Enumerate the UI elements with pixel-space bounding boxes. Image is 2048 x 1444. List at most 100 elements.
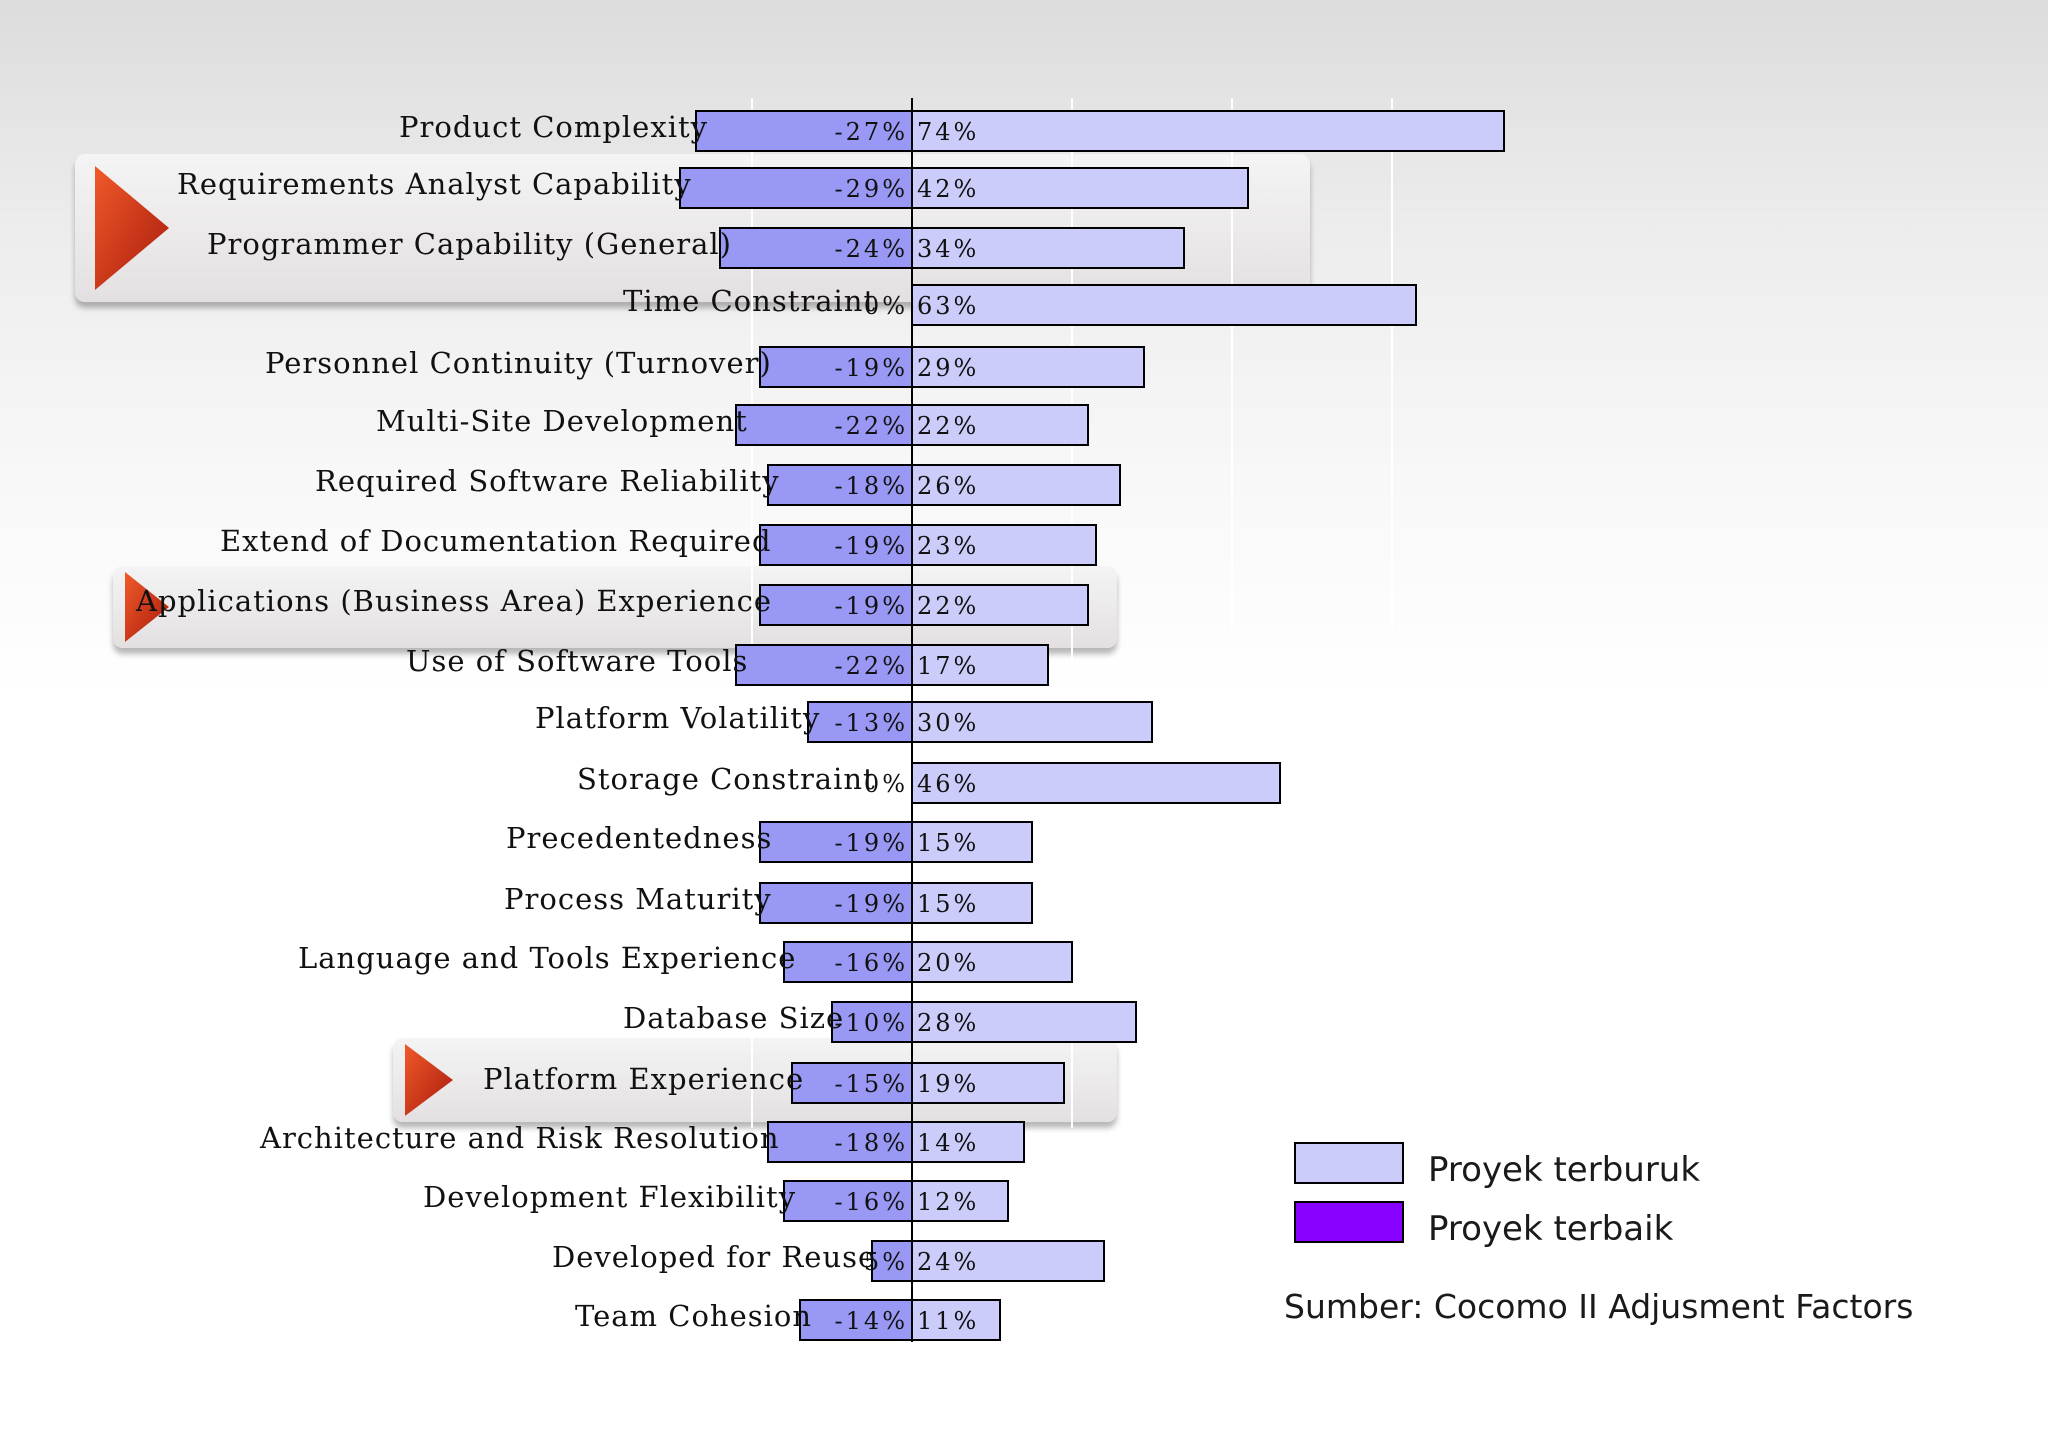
data-label-worst: 15%	[917, 829, 979, 857]
legend-swatch-best	[1294, 1201, 1404, 1243]
data-label-best: -10%	[835, 1009, 908, 1037]
category-label: Programmer Capability (General)	[207, 227, 732, 261]
data-label-best: -19%	[835, 890, 908, 918]
data-label-best: -19%	[835, 829, 908, 857]
category-label: Requirements Analyst Capability	[177, 167, 692, 201]
data-label-worst: 11%	[917, 1307, 979, 1335]
data-label-best: 5%	[864, 1248, 908, 1276]
bar-best	[759, 821, 913, 863]
legend-label-worst: Proyek terburuk	[1428, 1150, 1701, 1190]
bar-best	[679, 167, 913, 209]
data-label-worst: 34%	[917, 235, 979, 263]
data-label-best: -22%	[835, 412, 908, 440]
category-label: Database Size	[623, 1001, 845, 1035]
bar-best	[871, 1240, 913, 1282]
data-label-best: -18%	[835, 1129, 908, 1157]
category-label: Process Maturity	[504, 882, 772, 916]
category-label: Use of Software Tools	[406, 644, 749, 678]
legend-label-best: Proyek terbaik	[1428, 1209, 1674, 1249]
data-label-worst: 20%	[917, 949, 979, 977]
data-label-worst: 14%	[917, 1129, 979, 1157]
data-label-worst: 63%	[917, 292, 979, 320]
category-label: Language and Tools Experience	[298, 941, 797, 975]
category-label: Applications (Business Area) Experience	[136, 584, 773, 618]
category-label: Product Complexity	[399, 110, 709, 144]
data-label-best: -14%	[835, 1307, 908, 1335]
bar-best	[759, 882, 913, 924]
bar-worst	[911, 464, 1121, 506]
data-label-best: 0%	[864, 770, 908, 798]
bar-worst	[911, 404, 1089, 446]
bar-worst	[911, 227, 1185, 269]
data-label-best: -19%	[835, 532, 908, 560]
category-label: Required Software Reliability	[315, 464, 780, 498]
bar-worst	[911, 346, 1145, 388]
data-label-worst: 30%	[917, 709, 979, 737]
play-arrow-icon	[405, 1044, 453, 1116]
bar-worst	[911, 167, 1249, 209]
bar-worst	[911, 701, 1153, 743]
data-label-best: -16%	[835, 949, 908, 977]
bar-best	[759, 346, 913, 388]
bar-best	[759, 584, 913, 626]
data-label-best: -24%	[835, 235, 908, 263]
data-label-worst: 28%	[917, 1009, 979, 1037]
data-label-worst: 26%	[917, 472, 979, 500]
data-label-best: -16%	[835, 1188, 908, 1216]
bar-best	[695, 110, 913, 152]
data-label-worst: 23%	[917, 532, 979, 560]
bar-worst	[911, 1121, 1025, 1163]
data-label-best: -19%	[835, 592, 908, 620]
category-label: Multi-Site Development	[376, 404, 748, 438]
data-label-worst: 29%	[917, 354, 979, 382]
bar-worst	[911, 284, 1417, 326]
category-label: Extend of Documentation Required	[220, 524, 772, 558]
category-label: Platform Experience	[483, 1062, 805, 1096]
data-label-worst: 46%	[917, 770, 979, 798]
data-label-best: -19%	[835, 354, 908, 382]
bar-worst	[911, 1240, 1105, 1282]
data-label-best: -15%	[835, 1070, 908, 1098]
data-label-best: 0%	[864, 292, 908, 320]
data-label-best: -18%	[835, 472, 908, 500]
data-label-worst: 74%	[917, 118, 979, 146]
bar-worst	[911, 1062, 1065, 1104]
bar-best	[791, 1062, 913, 1104]
bar-worst	[911, 584, 1089, 626]
data-label-worst: 22%	[917, 592, 979, 620]
category-label: Team Cohesion	[575, 1299, 813, 1333]
bar-worst	[911, 882, 1033, 924]
data-label-worst: 22%	[917, 412, 979, 440]
source-caption: Sumber: Cocomo II Adjusment Factors	[1284, 1287, 1914, 1326]
data-label-best: -27%	[835, 118, 908, 146]
data-label-best: -22%	[835, 652, 908, 680]
bar-worst	[911, 644, 1049, 686]
legend-swatch-worst	[1294, 1142, 1404, 1184]
data-label-worst: 19%	[917, 1070, 979, 1098]
bar-best	[767, 464, 913, 506]
bar-best	[799, 1299, 913, 1341]
data-label-worst: 24%	[917, 1248, 979, 1276]
category-label: Development Flexibility	[423, 1180, 797, 1214]
data-label-worst: 12%	[917, 1188, 979, 1216]
category-label: Time Constraint	[623, 284, 877, 318]
bar-best	[719, 227, 913, 269]
bar-worst	[911, 524, 1097, 566]
category-label: Architecture and Risk Resolution	[260, 1121, 780, 1155]
category-label: Precedentedness	[506, 821, 773, 855]
category-label: Personnel Continuity (Turnover)	[265, 346, 772, 380]
data-label-worst: 15%	[917, 890, 979, 918]
play-arrow-icon	[95, 166, 169, 290]
play-arrow-icon	[125, 572, 169, 642]
category-label: Storage Constraint	[577, 762, 876, 796]
category-label: Platform Volatility	[535, 701, 821, 735]
data-label-best: -29%	[835, 175, 908, 203]
bar-worst	[911, 110, 1505, 152]
data-label-worst: 17%	[917, 652, 979, 680]
category-label: Developed for Reuse	[552, 1240, 877, 1274]
bar-best	[735, 404, 913, 446]
data-label-worst: 42%	[917, 175, 979, 203]
data-label-best: -13%	[835, 709, 908, 737]
